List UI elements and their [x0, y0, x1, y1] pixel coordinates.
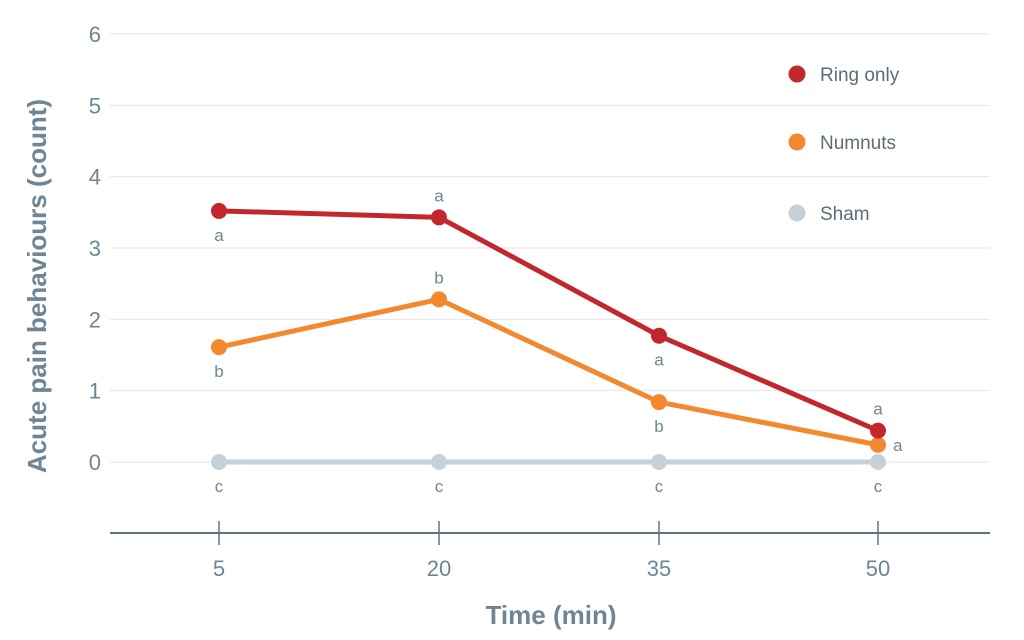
- line-chart: 0 1 2 3 4 5 6 5 20 35 50 Time (min) Acute pain be…: [0, 0, 1024, 640]
- significance-letter: b: [654, 417, 663, 436]
- data-point: [651, 454, 667, 470]
- significance-letter: a: [873, 400, 883, 419]
- data-point: [870, 423, 886, 439]
- significance-letter: c: [874, 477, 883, 496]
- series-line: [219, 299, 878, 445]
- legend-entry: Sham: [789, 204, 870, 225]
- data-point: [870, 437, 886, 453]
- legend-marker: [789, 66, 806, 83]
- series-numnuts: [211, 291, 886, 453]
- significance-letter: c: [655, 477, 664, 496]
- letters-numnuts: b b b a: [214, 268, 903, 455]
- x-tick-label: 35: [647, 556, 671, 581]
- legend-label: Sham: [820, 204, 870, 225]
- y-tick-label: 5: [89, 93, 101, 118]
- legend-marker: [789, 134, 806, 151]
- significance-letter: a: [214, 226, 224, 245]
- letters-ring-only: a a a a: [214, 186, 883, 418]
- significance-letter: b: [214, 362, 223, 381]
- legend-label: Ring only: [820, 65, 900, 86]
- data-point: [211, 454, 227, 470]
- data-point: [431, 209, 447, 225]
- legend: Ring only Numnuts Sham: [789, 65, 900, 225]
- y-tick-label: 2: [89, 307, 101, 332]
- data-point: [211, 339, 227, 355]
- significance-letter: a: [893, 436, 903, 455]
- series-ring-only: [211, 203, 886, 439]
- x-tick-label: 50: [866, 556, 890, 581]
- significance-letter: a: [434, 186, 444, 205]
- y-axis-ticks: 0 1 2 3 4 5 6: [89, 22, 101, 475]
- data-point: [651, 328, 667, 344]
- significance-letter: b: [434, 268, 443, 287]
- significance-letter: c: [215, 477, 224, 496]
- series-line: [219, 211, 878, 431]
- y-tick-label: 4: [89, 165, 101, 190]
- data-point: [870, 454, 886, 470]
- data-point: [431, 454, 447, 470]
- significance-letter: c: [435, 477, 444, 496]
- legend-entry: Ring only: [789, 65, 900, 86]
- significance-letter: a: [654, 351, 664, 370]
- y-tick-label: 6: [89, 22, 101, 47]
- y-tick-label: 1: [89, 379, 101, 404]
- x-tick-label: 20: [427, 556, 451, 581]
- series-sham: [211, 454, 886, 470]
- y-tick-label: 3: [89, 236, 101, 261]
- legend-label: Numnuts: [820, 133, 896, 154]
- x-tick-label: 5: [213, 556, 225, 581]
- data-point: [651, 394, 667, 410]
- data-point: [211, 203, 227, 219]
- x-axis-title: Time (min): [486, 600, 617, 630]
- legend-marker: [789, 205, 806, 222]
- legend-entry: Numnuts: [789, 133, 897, 154]
- grid-lines: [110, 34, 990, 462]
- data-point: [431, 291, 447, 307]
- x-axis-ticks: 5 20 35 50: [213, 521, 890, 581]
- y-tick-label: 0: [89, 450, 101, 475]
- y-axis-title: Acute pain behaviours (count): [22, 99, 52, 473]
